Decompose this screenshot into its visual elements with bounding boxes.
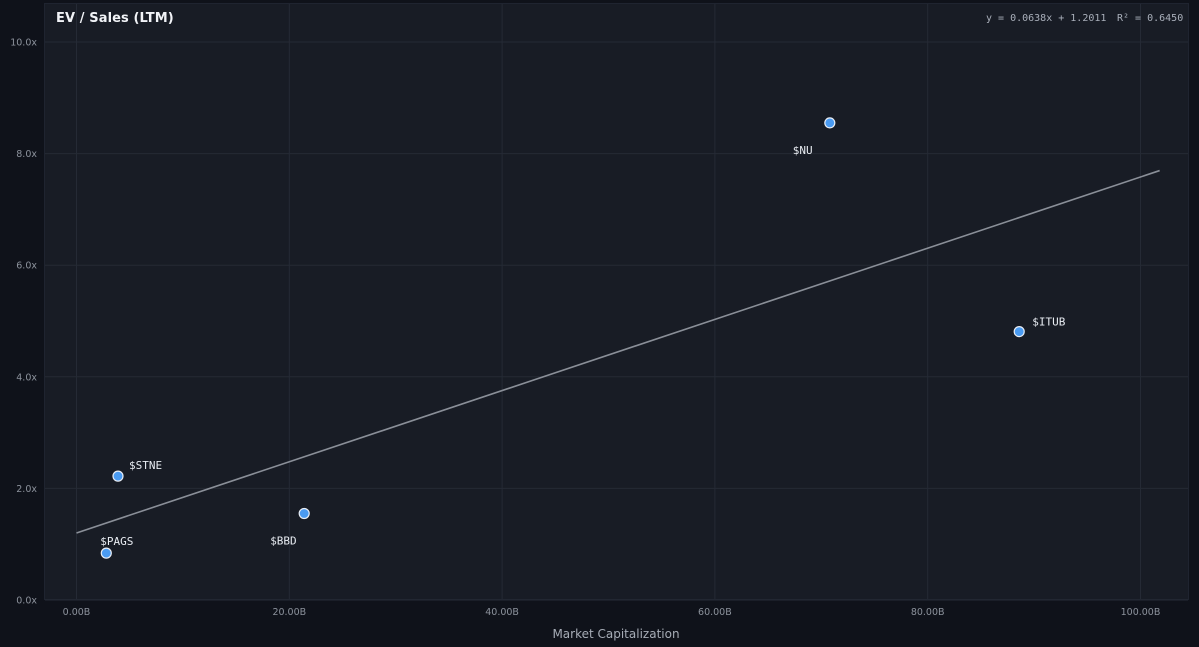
- y-tick-label: 6.0x: [16, 261, 37, 272]
- r-squared-value: R² = 0.6450: [1117, 13, 1184, 24]
- data-point-label: $PAGS: [100, 535, 133, 548]
- data-point-label: $BBD: [270, 535, 297, 548]
- data-point-label: $NU: [793, 144, 813, 157]
- trendline-layer: [76, 169, 1160, 534]
- x-tick-label: 80.00B: [911, 607, 945, 618]
- x-tick-label: 60.00B: [698, 607, 732, 618]
- regression-equation: y = 0.0638x + 1.2011: [986, 13, 1107, 24]
- y-tick-label: 0.0x: [16, 596, 37, 607]
- y-tick-label: 4.0x: [16, 372, 37, 383]
- x-tick-label: 40.00B: [485, 607, 519, 618]
- plot-panel: [44, 3, 1189, 600]
- point-layer: [100, 117, 1025, 559]
- data-point-label: $STNE: [129, 459, 162, 472]
- data-point[interactable]: [298, 507, 310, 520]
- y-tick-label: 8.0x: [16, 149, 37, 160]
- tick-label-layer: 0.00B 20.00B 40.00B 60.00B 80.00B 100.00B 0.0x…: [10, 38, 1160, 619]
- x-tick-label: 20.00B: [272, 607, 306, 618]
- data-point-label: $ITUB: [1032, 316, 1065, 329]
- data-point[interactable]: [824, 117, 836, 129]
- y-tick-label: 10.0x: [10, 38, 37, 49]
- trendline: [76, 169, 1160, 534]
- point-label-layer: $PAGS $STNE $BBD $NU $ITUB: [100, 144, 1065, 548]
- chart-title: EV / Sales (LTM): [56, 11, 174, 26]
- data-point[interactable]: [100, 547, 112, 559]
- x-axis-title: Market Capitalization: [552, 627, 679, 641]
- x-tick-label: 100.00B: [1121, 607, 1161, 618]
- x-tick-label: 0.00B: [63, 607, 91, 618]
- data-point[interactable]: [112, 470, 124, 482]
- grid-layer: [45, 4, 1188, 601]
- data-point[interactable]: [1013, 326, 1025, 338]
- y-tick-label: 2.0x: [16, 484, 37, 495]
